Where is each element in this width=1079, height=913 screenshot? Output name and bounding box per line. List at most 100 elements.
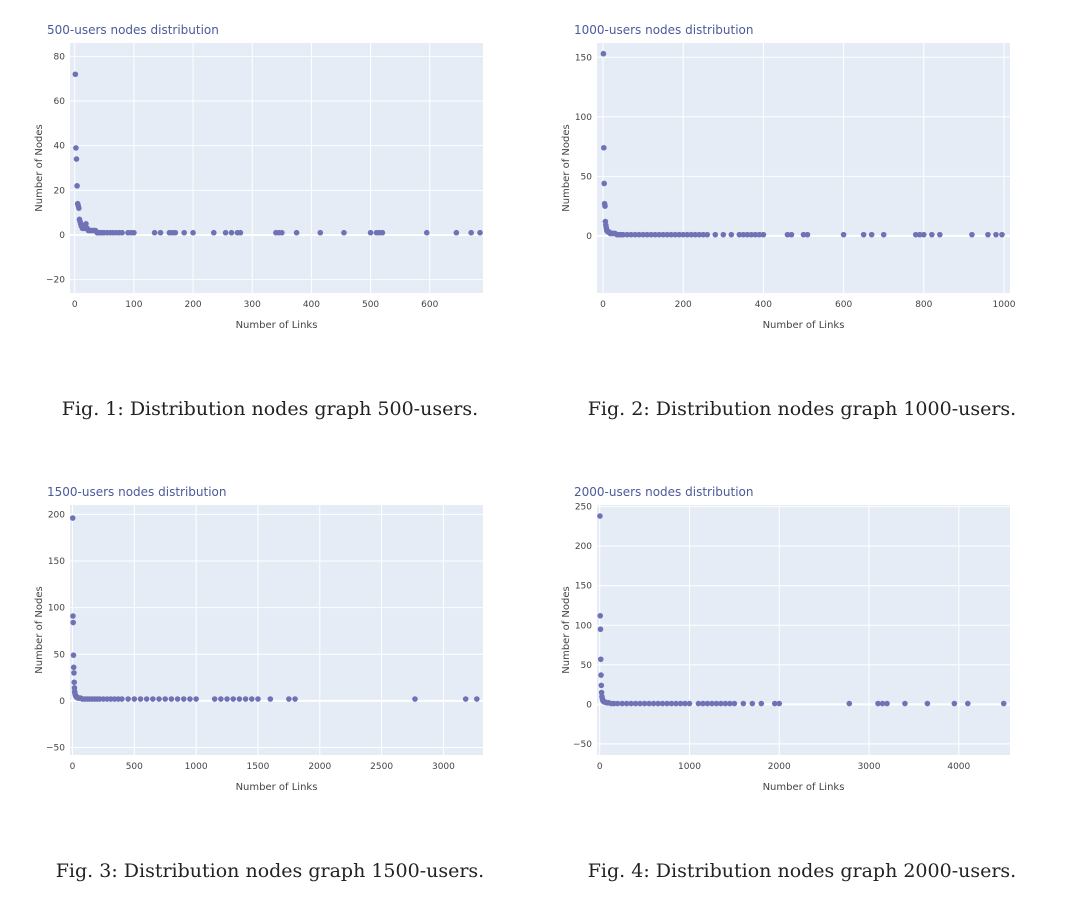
data-point — [597, 612, 604, 619]
data-point — [664, 700, 670, 707]
data-point — [646, 700, 652, 707]
data-point — [71, 679, 78, 686]
data-point — [73, 156, 80, 162]
data-point — [965, 700, 971, 707]
x-tick-label: 200 — [184, 300, 201, 310]
data-point — [156, 696, 162, 702]
data-point — [722, 700, 729, 707]
data-point — [709, 700, 715, 707]
y-tick-label: −20 — [46, 276, 65, 286]
y-tick-label: 60 — [54, 97, 66, 107]
x-tick-label: 1000 — [185, 762, 208, 772]
data-point — [83, 221, 89, 227]
data-point — [637, 700, 643, 707]
data-point — [286, 696, 292, 702]
data-point — [696, 231, 703, 238]
y-tick-label: 0 — [59, 697, 65, 707]
data-point — [788, 231, 795, 238]
data-point — [985, 231, 991, 238]
data-point — [193, 696, 199, 702]
data-point — [951, 700, 958, 707]
data-point — [860, 231, 867, 238]
data-point — [648, 231, 654, 238]
data-point — [969, 231, 975, 238]
data-point — [800, 231, 807, 238]
chart-panel-500-users: 500-users nodes distribution 0 100 200 300 40… — [28, 12, 498, 342]
chart-title: 1000-users nodes distribution — [574, 23, 754, 37]
data-point — [652, 231, 658, 238]
data-point — [69, 515, 76, 521]
data-point — [624, 231, 630, 238]
data-point — [237, 229, 244, 236]
data-point — [740, 231, 747, 238]
data-point — [868, 231, 875, 238]
x-tick-label: 800 — [915, 300, 932, 310]
data-point — [720, 231, 727, 238]
data-point — [248, 696, 255, 702]
y-tick-label: 200 — [575, 542, 592, 552]
data-point — [190, 229, 196, 236]
data-point — [650, 700, 657, 707]
y-axis-title: Number of Nodes — [561, 124, 572, 211]
chart-panel-2000-users: 2000-users nodes distribution 0 1000 2000 30… — [555, 474, 1025, 804]
data-point — [76, 205, 82, 211]
data-point — [601, 180, 608, 187]
x-tick-label: 600 — [421, 300, 438, 310]
data-point — [632, 700, 639, 707]
data-point — [636, 231, 642, 238]
x-tick-label: 100 — [125, 300, 142, 310]
data-point — [676, 231, 682, 238]
plot-area — [597, 505, 1010, 755]
data-point — [602, 203, 608, 209]
y-axis-title: Number of Nodes — [34, 124, 45, 211]
data-point — [641, 700, 648, 707]
data-point — [804, 231, 811, 238]
data-point — [776, 700, 783, 707]
chart-title: 1500-users nodes distribution — [47, 485, 227, 499]
data-point — [412, 696, 418, 702]
y-tick-label: 100 — [575, 113, 592, 123]
data-point — [598, 682, 605, 689]
data-point — [181, 229, 187, 236]
data-point — [477, 229, 483, 236]
data-point — [598, 672, 604, 678]
x-tick-label: 500 — [362, 300, 379, 310]
y-tick-label: 100 — [48, 604, 65, 614]
data-point — [341, 229, 347, 236]
data-point — [230, 696, 237, 702]
data-point — [597, 513, 603, 519]
plot-area — [70, 505, 483, 755]
data-point — [712, 231, 719, 238]
data-point — [673, 700, 679, 707]
data-point — [597, 656, 604, 663]
data-point — [423, 229, 430, 236]
data-point — [684, 231, 691, 238]
x-axis-title: Number of Links — [236, 320, 318, 331]
data-point — [692, 231, 699, 238]
data-point — [614, 700, 621, 707]
x-tick-label: 1000 — [993, 300, 1016, 310]
data-point — [71, 670, 77, 676]
data-point — [704, 231, 711, 238]
data-point — [728, 231, 735, 238]
data-point — [151, 229, 158, 236]
data-point — [656, 231, 662, 238]
data-point — [704, 700, 711, 707]
data-point — [929, 231, 935, 238]
figure-caption: Fig. 3: Distribution nodes graph 1500-us… — [55, 860, 485, 882]
data-point — [628, 700, 634, 707]
plot-area — [70, 43, 483, 293]
data-point — [279, 229, 285, 236]
data-point — [758, 700, 765, 707]
data-point — [137, 696, 144, 702]
data-point — [468, 229, 474, 236]
data-point — [620, 231, 626, 238]
y-tick-label: 0 — [586, 700, 592, 710]
figure-caption: Fig. 1: Distribution nodes graph 500-use… — [61, 398, 479, 420]
chart-panel-1500-users: 1500-users nodes distribution 0 500 1000 150… — [28, 474, 498, 804]
data-point — [700, 700, 706, 707]
data-point — [72, 71, 79, 78]
x-tick-label: 300 — [244, 300, 261, 310]
